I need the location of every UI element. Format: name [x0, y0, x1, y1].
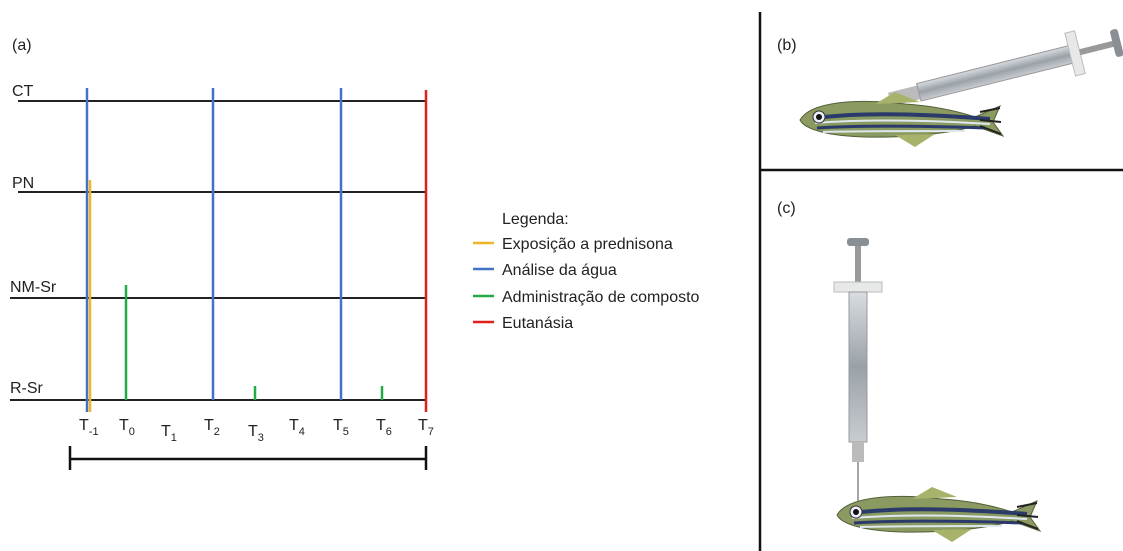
tick-sub: -1 — [89, 426, 99, 438]
panel-label: (a) — [12, 37, 32, 54]
tick-base: T — [204, 417, 214, 434]
legend-item: Administração de composto — [502, 289, 700, 306]
legend-item: Eutanásia — [502, 315, 573, 332]
tick-label: T2 — [204, 417, 220, 438]
panel-label: (b) — [777, 37, 797, 54]
legend-item: Análise da água — [502, 262, 617, 279]
tick-base: T — [248, 423, 258, 440]
syringe-flange — [834, 282, 882, 292]
tick-label: T5 — [333, 417, 349, 438]
figure: (a) CT PN NM-Sr R-Sr T-1 T0 T1 T2 T3 T4 … — [0, 0, 1123, 551]
page: {"panel_a": {"label": "(a)", "rows": ["C… — [0, 0, 1123, 551]
tick-sub: 1 — [171, 432, 177, 444]
timeline-bracket — [70, 446, 426, 470]
tick-base: T — [418, 417, 428, 434]
event-lines — [87, 88, 426, 412]
tick-sub: 5 — [343, 426, 349, 438]
time-ticks: T-1 T0 T1 T2 T3 T4 T5 T6 T7 — [79, 417, 434, 444]
tick-label: T0 — [119, 417, 135, 438]
syringe-tip — [852, 442, 864, 462]
legend-title: Legenda: — [502, 211, 569, 228]
tick-label: T1 — [161, 423, 177, 444]
row-label: PN — [12, 175, 34, 192]
tick-base: T — [333, 417, 343, 434]
tick-label: T3 — [248, 423, 264, 444]
tick-base: T — [79, 417, 89, 434]
row-label: CT — [12, 83, 34, 100]
syringe-thumb — [847, 238, 869, 246]
tick-sub: 2 — [214, 426, 220, 438]
tick-label: T4 — [289, 417, 305, 438]
row-label: NM-Sr — [10, 279, 57, 296]
tick-base: T — [161, 423, 171, 440]
tick-label: T7 — [418, 417, 434, 438]
tick-sub: 4 — [299, 426, 305, 438]
tick-sub: 7 — [428, 426, 434, 438]
syringe-barrel — [917, 45, 1077, 101]
syringe — [834, 238, 882, 505]
tick-sub: 3 — [258, 432, 264, 444]
tick-base: T — [119, 417, 129, 434]
tick-label: T6 — [376, 417, 392, 438]
zebrafish — [800, 92, 1003, 147]
zebrafish — [837, 487, 1040, 542]
row-lines — [10, 101, 426, 400]
tick-sub: 6 — [386, 426, 392, 438]
legend: Legenda: Exposição a prednisona Análise … — [473, 211, 700, 332]
syringe-barrel — [849, 292, 867, 442]
tick-base: T — [376, 417, 386, 434]
tick-label: T-1 — [79, 417, 99, 438]
syringe-plunger — [855, 246, 861, 286]
row-label: R-Sr — [10, 380, 44, 397]
legend-item: Exposição a prednisona — [502, 236, 673, 253]
syringe-plunger — [1079, 41, 1115, 56]
panel-label: (c) — [777, 200, 796, 217]
tick-base: T — [289, 417, 299, 434]
tick-sub: 0 — [129, 426, 135, 438]
